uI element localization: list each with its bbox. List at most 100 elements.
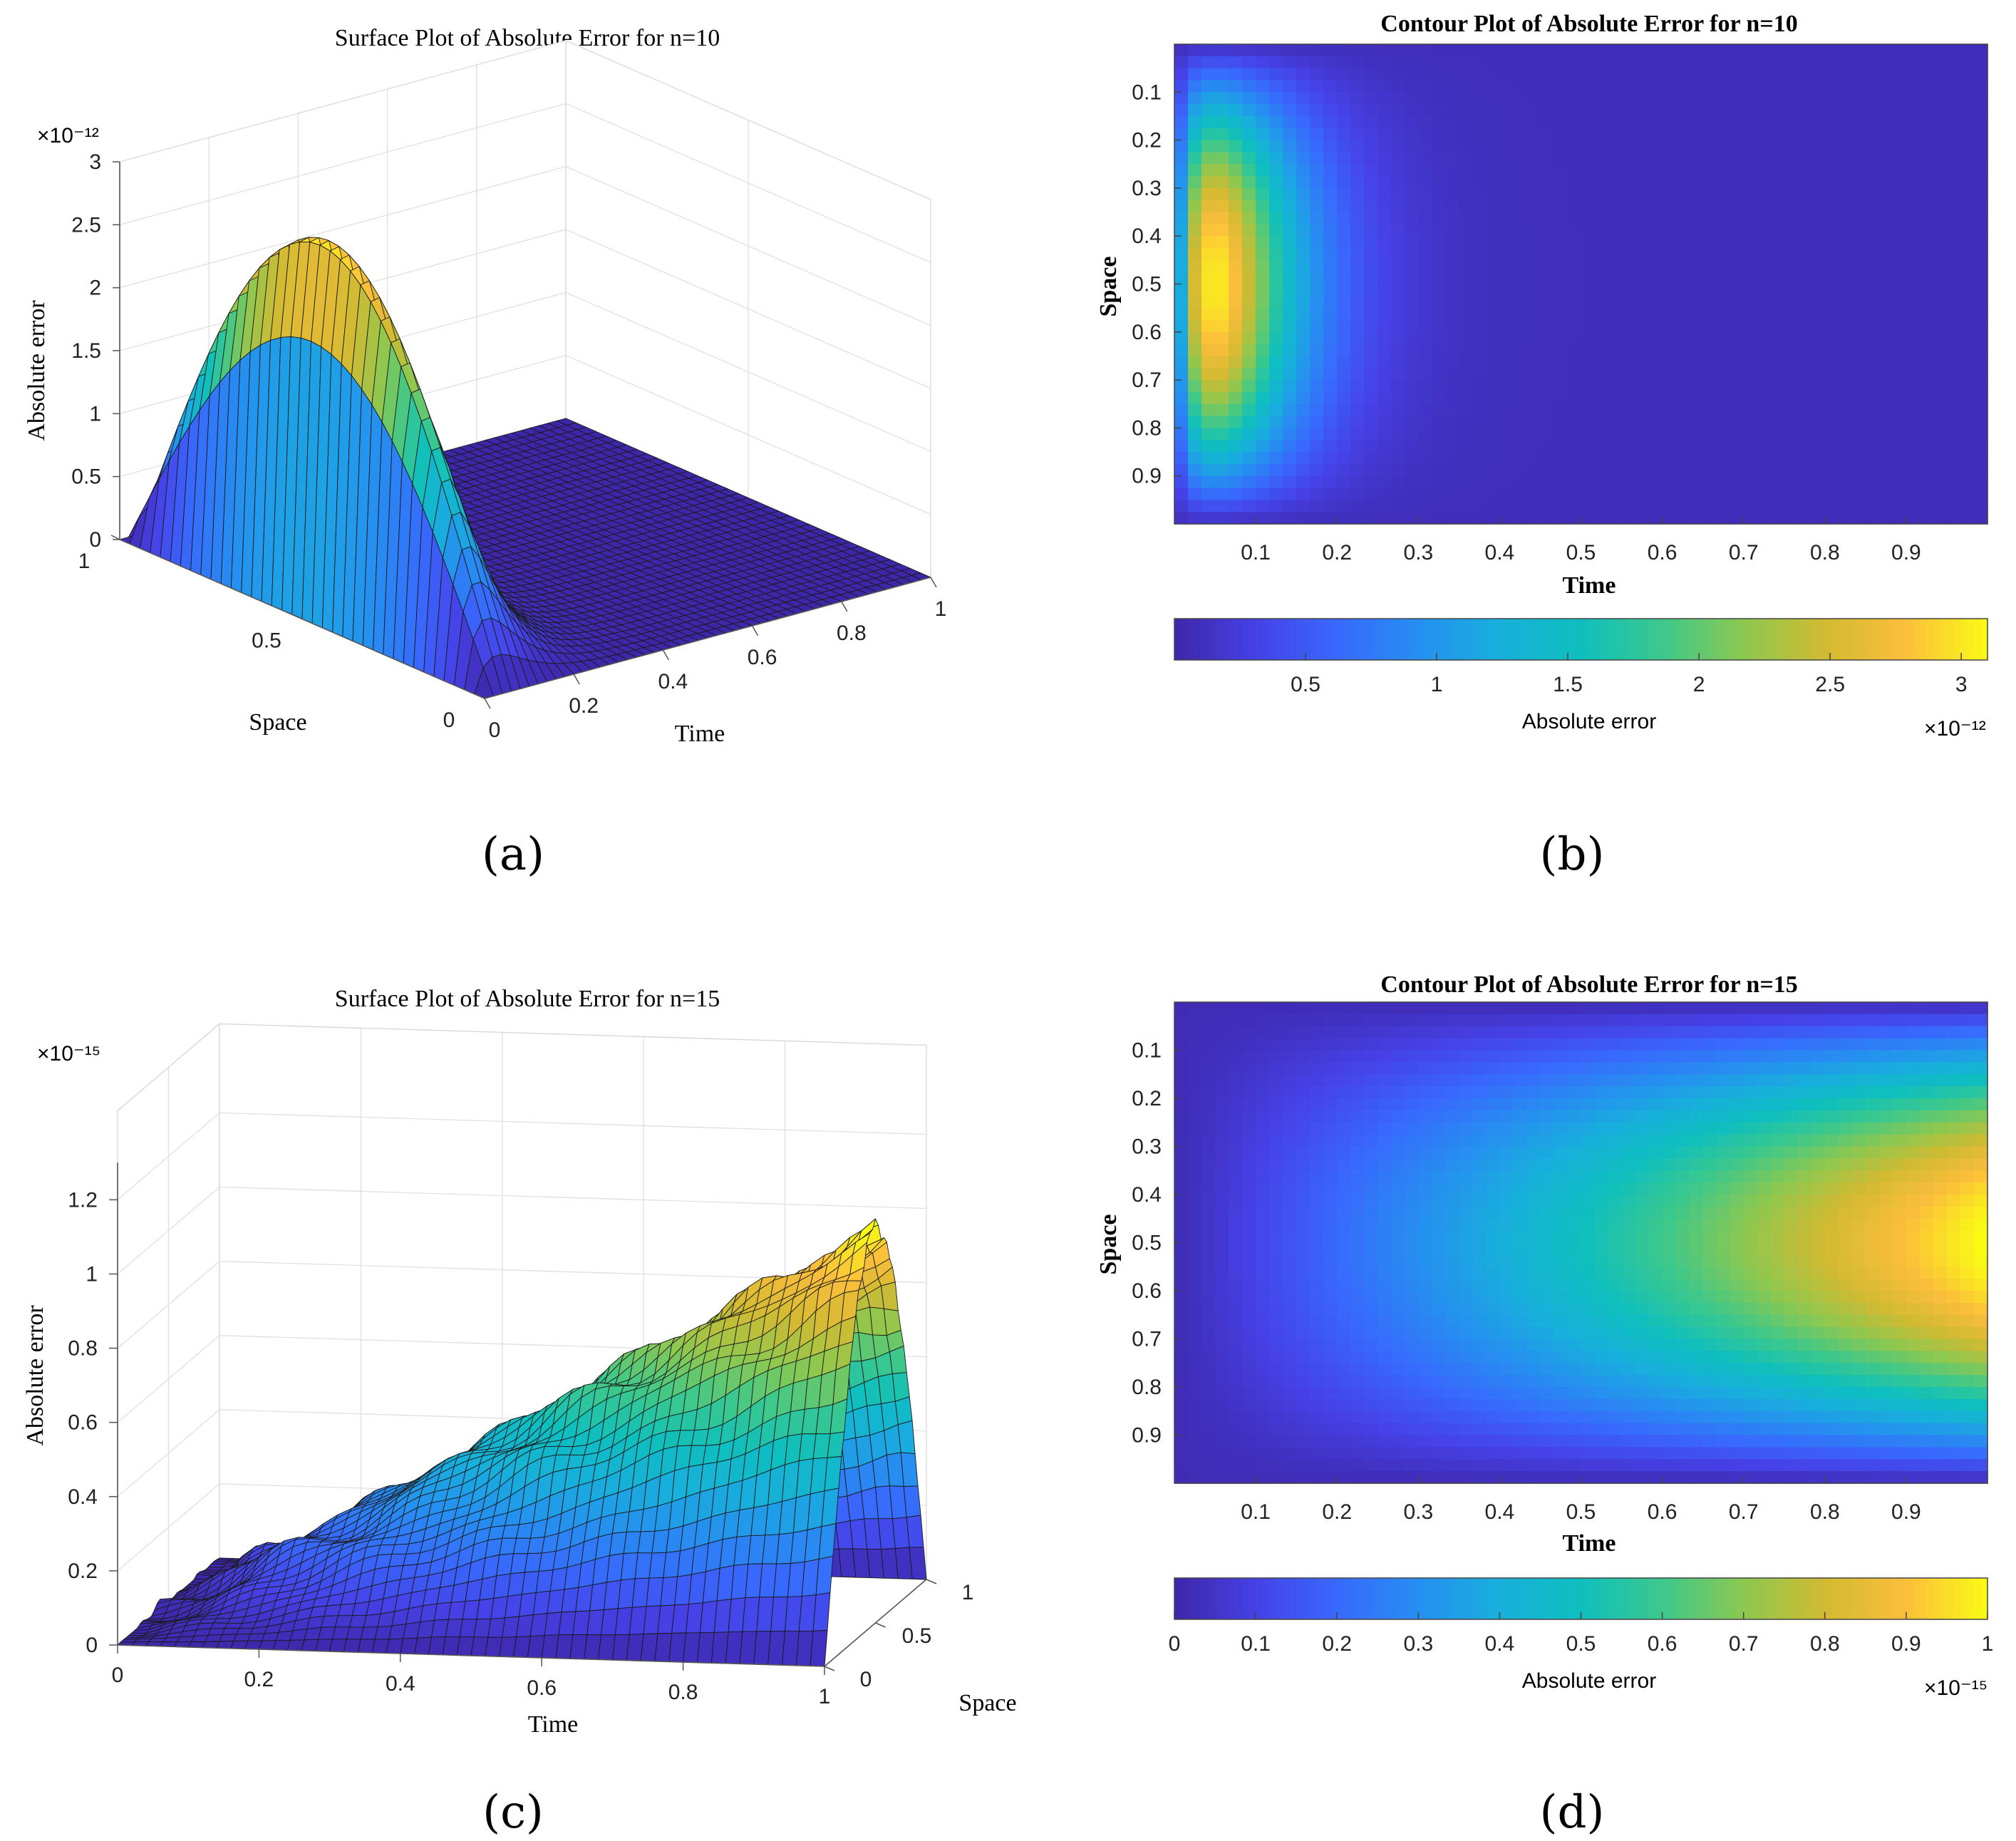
- heatmap-cell: [1229, 356, 1243, 369]
- heatmap-cell: [1946, 272, 1961, 285]
- heatmap-cell: [1567, 176, 1582, 189]
- heatmap-cell: [1784, 140, 1799, 153]
- heatmap-cell: [1323, 176, 1338, 189]
- heatmap-cell: [1391, 463, 1406, 477]
- heatmap-cell: [1405, 200, 1420, 213]
- heatmap-cell: [1567, 152, 1582, 165]
- colorbar-swatch: [1682, 619, 1690, 660]
- heatmap-cell: [1838, 368, 1853, 381]
- heatmap-cell: [1621, 319, 1636, 333]
- heatmap-cell: [1364, 164, 1379, 177]
- heatmap-cell: [1906, 236, 1921, 249]
- heatmap-cell: [1973, 152, 1988, 165]
- heatmap-cell: [1554, 68, 1568, 81]
- heatmap-cell: [1702, 68, 1717, 81]
- heatmap-cell: [1865, 319, 1880, 333]
- heatmap-cell: [1730, 212, 1744, 225]
- heatmap-cell: [1675, 115, 1690, 129]
- heatmap-cell: [1337, 68, 1352, 81]
- heatmap-cell: [1594, 319, 1609, 333]
- heatmap-cell: [1256, 452, 1270, 465]
- heatmap-cell: [1432, 164, 1447, 177]
- heatmap-cell: [1662, 56, 1677, 69]
- heatmap-cell: [1391, 308, 1406, 321]
- heatmap-cell: [1702, 200, 1717, 213]
- heatmap-cell: [1973, 68, 1988, 81]
- heatmap-cell: [1432, 284, 1447, 297]
- heatmap-cell: [1878, 296, 1893, 309]
- heatmap-cell: [1526, 440, 1541, 453]
- colorbar-swatch: [1926, 619, 1934, 660]
- heatmap-cell: [1201, 368, 1216, 381]
- heatmap-cell: [1432, 440, 1447, 453]
- heatmap-cell: [1391, 248, 1406, 261]
- heatmap-cell: [1770, 212, 1785, 225]
- heatmap-cell: [1743, 284, 1758, 297]
- heatmap-cell: [1405, 416, 1420, 429]
- heatmap-cell: [1513, 152, 1528, 165]
- heatmap-cell: [1716, 356, 1731, 369]
- heatmap-cell: [1337, 331, 1352, 345]
- heatmap-cell: [1960, 296, 1975, 309]
- heatmap-cell: [1256, 212, 1270, 225]
- heatmap-cell: [1256, 56, 1270, 69]
- colorbar-swatch: [1886, 619, 1893, 660]
- heatmap-cell: [1459, 475, 1474, 489]
- heatmap-cell: [1526, 296, 1541, 309]
- heatmap-cell: [1811, 128, 1826, 141]
- colorbar-swatch: [1899, 619, 1907, 660]
- heatmap-cell: [1377, 428, 1392, 441]
- heatmap-cell: [1310, 115, 1324, 129]
- heatmap-cell: [1675, 500, 1690, 512]
- heatmap-cell: [1757, 380, 1772, 393]
- heatmap-cell: [1283, 416, 1297, 429]
- heatmap-cell: [1648, 356, 1663, 369]
- heatmap-cell: [1662, 115, 1677, 129]
- heatmap-cell: [1445, 224, 1460, 237]
- heatmap-cell: [1391, 236, 1406, 249]
- heatmap-cell: [1730, 488, 1744, 501]
- heatmap-cell: [1824, 68, 1839, 81]
- heatmap-cell: [1567, 115, 1582, 129]
- heatmap-cell: [1581, 452, 1596, 465]
- heatmap-cell: [1730, 80, 1744, 93]
- heatmap-cell: [1486, 140, 1501, 153]
- heatmap-cell: [1581, 80, 1596, 93]
- heatmap-cell: [1391, 200, 1406, 213]
- heatmap-cell: [1486, 200, 1501, 213]
- heatmap-cell: [1513, 212, 1528, 225]
- heatmap-cell: [1946, 344, 1961, 357]
- heatmap-cell: [1933, 224, 1948, 237]
- heatmap-cell: [1174, 284, 1189, 297]
- heatmap-cell: [1459, 259, 1474, 273]
- colorbar-swatch: [1797, 619, 1806, 660]
- heatmap-cell: [1702, 512, 1717, 525]
- heatmap-cell: [1784, 224, 1799, 237]
- heatmap-cell: [1188, 356, 1202, 369]
- heatmap-cell: [1960, 128, 1975, 141]
- heatmap-cell: [1296, 164, 1311, 177]
- heatmap-cell: [1215, 452, 1229, 465]
- heatmap-cell: [1865, 488, 1880, 501]
- heatmap-cell: [1377, 296, 1392, 309]
- heatmap-cell: [1499, 212, 1514, 225]
- heatmap-cell: [1554, 440, 1568, 453]
- heatmap-cell: [1648, 56, 1663, 69]
- heatmap-cell: [1878, 212, 1893, 225]
- panel-a-surface-plot: Surface Plot of Absolute Error for n=10 …: [24, 25, 946, 881]
- heatmap-cell: [1296, 331, 1311, 345]
- colorbar-swatch: [1397, 619, 1406, 660]
- heatmap-cell: [1405, 296, 1420, 309]
- colorbar-swatch: [1784, 619, 1792, 660]
- heatmap-cell: [1635, 272, 1650, 285]
- heatmap-cell: [1269, 272, 1283, 285]
- colorbar-swatch: [1465, 619, 1474, 660]
- heatmap-cell: [1215, 44, 1229, 57]
- heatmap-cell: [1364, 92, 1379, 105]
- heatmap-cell: [1472, 248, 1487, 261]
- heatmap-cell: [1648, 259, 1663, 273]
- heatmap-cell: [1878, 152, 1893, 165]
- panel-b-contour-plot: Contour Plot of Absolute Error for n=10 …: [1095, 11, 1988, 881]
- heatmap-cell: [1432, 104, 1447, 117]
